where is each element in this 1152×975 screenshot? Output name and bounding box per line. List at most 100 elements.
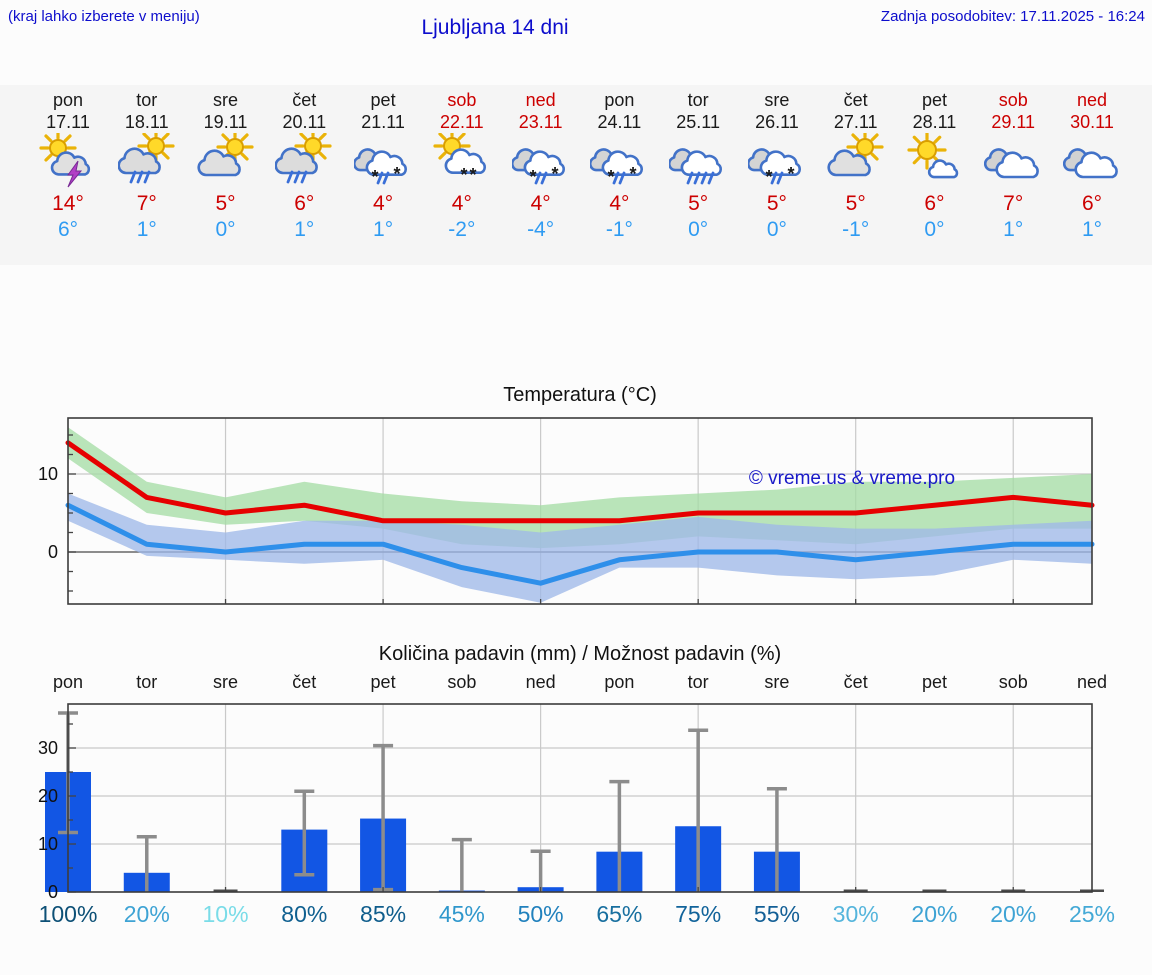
min-temperature-value: 0°: [766, 218, 787, 241]
snowflake-icon: *: [551, 164, 558, 184]
max-temperature-value: 7°: [1003, 192, 1024, 215]
sun-ray: [457, 133, 466, 141]
forecast-day-column: čet 20.11 6° 1°: [261, 89, 347, 243]
y-axis-label: 10: [38, 464, 58, 484]
cloud-icon: [759, 150, 801, 176]
sun-ray: [240, 133, 249, 142]
sun-ray: [438, 133, 447, 141]
snowflake-icon: *: [372, 167, 379, 187]
cloud-icon: [50, 151, 91, 176]
raindrop-icon: [707, 171, 715, 185]
min-temp-line: [65, 502, 1095, 586]
day-name-label: pon: [52, 90, 84, 110]
y-axis-label: 0: [48, 542, 58, 562]
sun-ray: [913, 135, 922, 144]
cloud-icon: [827, 149, 871, 177]
day-name-label: pet: [370, 90, 396, 110]
cloud-icon: [523, 150, 565, 176]
snowflake-icon: *: [460, 165, 467, 185]
day-date-label: 25.11: [676, 112, 720, 132]
sun-ray: [63, 134, 72, 143]
raindrop-icon: [693, 171, 701, 185]
weather-icon: * *: [590, 148, 644, 187]
raindrop-icon: [686, 171, 694, 185]
precip-day-label: tor: [136, 672, 158, 692]
precip-probability-label: 20%: [911, 901, 958, 927]
day-name-label: sob: [998, 90, 1028, 110]
precip-probability-label: 50%: [517, 901, 564, 927]
max-temp-band: [68, 427, 1092, 549]
precip-day-label: pon: [604, 672, 635, 692]
day-date-label: 27.11: [833, 112, 878, 132]
precip-probability-label: 10%: [202, 901, 249, 927]
snowflake-icon: *: [608, 167, 615, 187]
forecast-day-column: sre 26.11 * * 5° 0°: [734, 89, 820, 243]
max-temperature-value: 5°: [215, 192, 236, 215]
day-name-label: pon: [604, 90, 635, 110]
precip-day-label: sob: [447, 672, 477, 692]
raindrop-icon: [382, 171, 390, 185]
sun-ray: [44, 153, 53, 162]
raindrop-icon: [376, 171, 384, 185]
sun-ray: [142, 133, 151, 141]
forecast-day-column: tor 18.11 7° 1°: [104, 89, 190, 243]
precipitation-probability-row: 100% 20% 10% 80% 85% 45% 50% 65% 75% 55% 30% 20% 20%…: [0, 901, 1152, 933]
forecast-day-column: tor 25.11 5° 0°: [655, 89, 741, 243]
max-temperature-value: 4°: [530, 192, 551, 215]
max-temperature-value: 5°: [688, 192, 709, 215]
forecast-day-column: pon 17.11 14° 6°: [25, 89, 111, 243]
max-temperature-value: 6°: [924, 192, 945, 215]
max-temperature-value: 4°: [373, 192, 394, 215]
day-date-label: 29.11: [991, 112, 1036, 132]
sun-ray: [161, 151, 170, 160]
weather-icon: [39, 133, 91, 188]
raindrop-icon: [286, 170, 294, 184]
day-date-label: 22.11: [439, 112, 484, 132]
raindrop-icon: [300, 170, 308, 184]
precip-probability-label: 75%: [675, 901, 722, 927]
precip-day-label: čet: [292, 672, 317, 692]
raindrop-icon: [136, 170, 144, 184]
precip-probability-label: 55%: [753, 901, 800, 927]
max-temperature-value: 7°: [136, 192, 157, 215]
day-name-label: sob: [447, 90, 477, 110]
day-name-label: sre: [764, 90, 790, 110]
day-date-label: 17.11: [46, 112, 90, 132]
cloud-icon: [995, 151, 1040, 179]
min-temperature-value: 0°: [215, 218, 236, 241]
forecast-day-column: čet 27.11 5° -1°: [813, 89, 899, 243]
precip-probability-label: 45%: [438, 901, 485, 927]
precipitation-chart: 0 10 20 30: [38, 703, 1104, 902]
day-date-label: 18.11: [124, 112, 169, 132]
day-date-label: 28.11: [912, 112, 957, 132]
min-temperature-value: 1°: [1003, 218, 1024, 241]
day-date-label: 23.11: [518, 112, 563, 132]
min-temperature-value: 0°: [924, 218, 945, 241]
last-update-label: Zadnja posodobitev: 17.11.2025 - 16:24: [880, 8, 1145, 25]
max-temperature-value: 5°: [845, 192, 866, 215]
raindrop-icon: [534, 171, 542, 185]
weather-icon: * *: [433, 133, 486, 185]
raindrop-icon: [618, 171, 626, 185]
min-temperature-value: -1°: [842, 218, 870, 241]
snowflake-icon: *: [469, 165, 476, 185]
forecast-day-column: sre 19.11 5° 0°: [183, 89, 269, 243]
lightning-icon: [67, 160, 83, 188]
weather-icon: [275, 133, 332, 184]
weather-icon: * *: [354, 148, 408, 187]
snowflake-icon: *: [787, 164, 794, 184]
cloud-icon: [444, 148, 486, 174]
precip-day-label: pet: [921, 672, 947, 692]
sun-icon: [855, 138, 874, 156]
min-temperature-value: -2°: [448, 218, 476, 241]
plot-border: [67, 703, 1093, 893]
day-name-label: čet: [292, 90, 317, 110]
weather-icon: [117, 133, 175, 184]
sun-icon: [917, 140, 938, 160]
max-temperature-value: 14°: [52, 192, 84, 215]
sun-ray: [851, 133, 860, 142]
weather-icon: * *: [747, 148, 801, 187]
watermark-link[interactable]: © vreme.us & vreme.pro: [749, 468, 955, 489]
sun-ray: [220, 133, 230, 142]
sun-ray: [299, 133, 308, 141]
